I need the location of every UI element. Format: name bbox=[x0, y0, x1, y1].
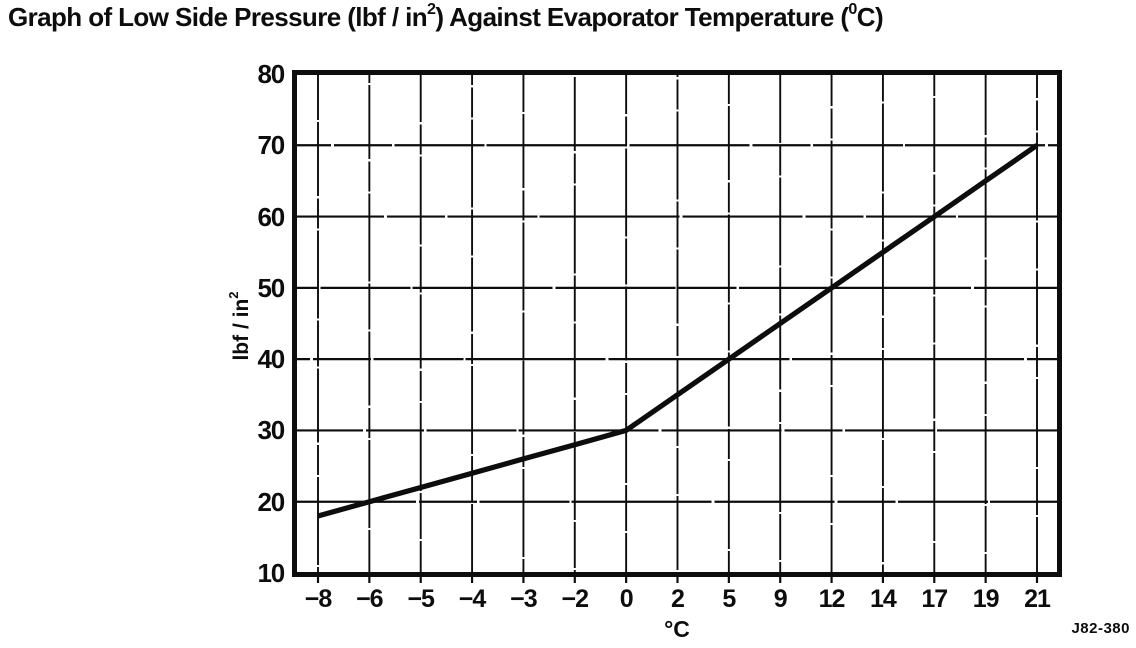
x-tick-label: 21 bbox=[1024, 585, 1051, 613]
y-tick-label: 20 bbox=[257, 486, 285, 517]
x-tick-label: 9 bbox=[773, 585, 788, 613]
y-tick-label: 50 bbox=[257, 272, 285, 303]
x-tick-label: −4 bbox=[458, 585, 487, 613]
y-tick-label: 70 bbox=[257, 130, 285, 161]
y-tick-label: 10 bbox=[257, 558, 285, 588]
title-text-end: C) bbox=[856, 2, 884, 32]
title-superscript-0: 0 bbox=[848, 0, 857, 18]
x-tick-label: 14 bbox=[870, 585, 897, 613]
plot-border bbox=[292, 70, 1062, 577]
x-tick-label: −3 bbox=[510, 585, 538, 613]
y-tick-label: 30 bbox=[257, 415, 285, 446]
plot-area bbox=[292, 70, 1062, 583]
figure-code: J82-380 bbox=[1071, 620, 1130, 637]
title-text-mid: ) Against Evaporator Temperature ( bbox=[435, 2, 849, 32]
x-tick-label: 19 bbox=[972, 585, 1000, 613]
y-tick-label: 60 bbox=[257, 201, 285, 232]
y-tick-label: 40 bbox=[257, 344, 285, 375]
x-tick-label: 0 bbox=[619, 585, 634, 613]
x-tick-label: −2 bbox=[561, 585, 590, 613]
x-tick-label: 12 bbox=[818, 585, 846, 613]
x-tick-label: −5 bbox=[407, 585, 435, 613]
x-tick-label: 2 bbox=[671, 585, 685, 613]
x-axis-title: °C bbox=[664, 616, 690, 642]
title-text: Graph of Low Side Pressure (lbf / in bbox=[8, 2, 428, 32]
plot-svg bbox=[292, 70, 1062, 583]
title-superscript-2: 2 bbox=[427, 0, 436, 18]
pressure-temperature-curve bbox=[317, 143, 1039, 519]
x-tick-label: 5 bbox=[722, 585, 736, 613]
y-tick-label: 80 bbox=[257, 59, 285, 89]
x-tick-label: −6 bbox=[356, 585, 384, 613]
x-tick-label: −8 bbox=[304, 585, 333, 613]
figure-title: Graph of Low Side Pressure (lbf / in2) A… bbox=[8, 0, 884, 33]
x-tick-label: 17 bbox=[921, 585, 948, 613]
